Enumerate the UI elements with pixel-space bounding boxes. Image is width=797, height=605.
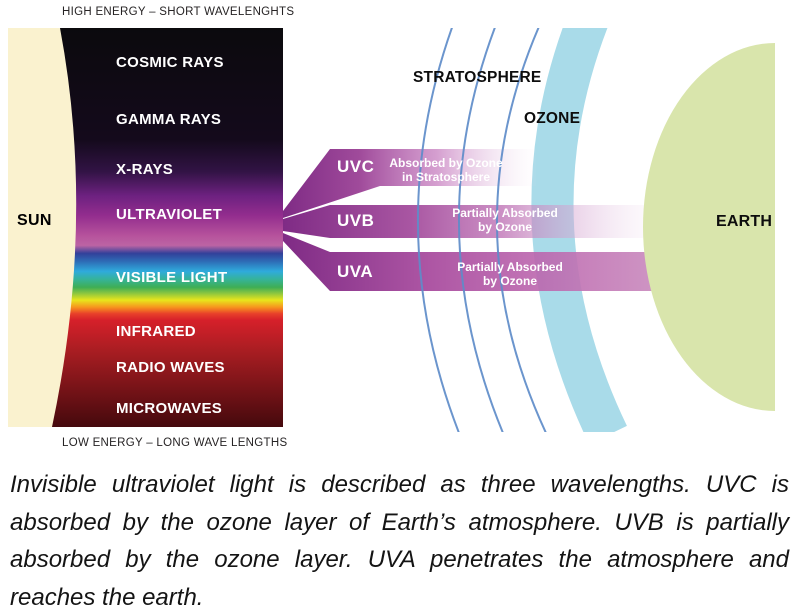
spectrum-band-label-infrared: INFRARED	[116, 323, 196, 340]
earth-shape	[643, 43, 775, 411]
high-energy-label: HIGH ENERGY – SHORT WAVELENGHTS	[62, 6, 295, 18]
uvc-label: UVC	[337, 157, 375, 176]
spectrum-band-label-cosmic-rays: COSMIC RAYS	[116, 54, 224, 71]
spectrum-band-label-microwaves: MICROWAVES	[116, 400, 223, 417]
uva-label: UVA	[337, 262, 374, 281]
uvb-note-line2: by Ozone	[477, 220, 532, 234]
uvb-note-line1: Partially Absorbed	[452, 206, 558, 220]
spectrum-band-label-radio-waves: RADIO WAVES	[116, 359, 225, 376]
stratosphere-arc-1	[416, 28, 460, 432]
uvc-note: Absorbed by Ozone in Stratosphere	[361, 156, 531, 184]
uva-note: Partially Absorbed by Ozone	[425, 260, 595, 288]
spectrum-band-label-gamma-rays: GAMMA RAYS	[116, 111, 222, 128]
spectrum-band-label-x-rays: X-RAYS	[116, 161, 174, 178]
low-energy-label: LOW ENERGY – LONG WAVE LENGTHS	[62, 437, 288, 449]
stratosphere-arc-2	[457, 28, 504, 432]
uva-note-line1: Partially Absorbed	[457, 260, 563, 274]
spectrum-band-label-ultraviolet: ULTRAVIOLET	[116, 206, 223, 223]
caption-line-4: reaches the earth.	[10, 583, 204, 605]
spectrum-column	[52, 28, 283, 427]
earth-label: EARTH	[716, 213, 773, 230]
uvb-note: Partially Absorbed by Ozone	[420, 206, 590, 234]
uvb-ray-band	[283, 205, 648, 238]
diagram-graphics	[8, 28, 775, 432]
uvc-note-line2: in Stratosphere	[401, 170, 491, 184]
caption-line-3: absorbed by the ozone layer. UVA penetra…	[10, 546, 789, 573]
uvc-note-line1: Absorbed by Ozone	[389, 156, 503, 170]
uva-ray-band	[283, 233, 655, 291]
ozone-label: OZONE	[524, 110, 581, 127]
uvb-label: UVB	[337, 211, 375, 230]
caption-line-1: Invisible ultraviolet light is described…	[10, 471, 789, 498]
caption-line-2: absorbed by the ozone layer of Earth’s a…	[10, 508, 789, 536]
stratosphere-label: STRATOSPHERE	[413, 69, 542, 86]
uvc-ray-band	[283, 149, 536, 218]
stratosphere-arc-3	[495, 28, 547, 432]
sun-label: SUN	[17, 212, 52, 229]
uva-note-line2: by Ozone	[482, 274, 537, 288]
spectrum-band-label-visible-light: VISIBLE LIGHT	[116, 269, 228, 286]
caption-text: Invisible ultraviolet light is described…	[10, 466, 789, 605]
